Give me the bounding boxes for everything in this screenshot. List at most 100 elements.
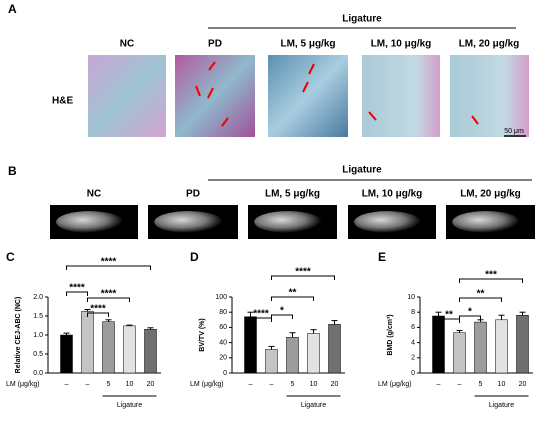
error-bar xyxy=(147,327,154,330)
panel-letter: D xyxy=(190,250,199,264)
histology-image xyxy=(268,55,348,137)
histology-image xyxy=(362,55,440,137)
x-tick-label: 10 xyxy=(310,381,318,388)
histology-image xyxy=(175,55,255,137)
y-tick-label: 0.0 xyxy=(33,370,43,377)
column-label: LM, 20 μg/kg xyxy=(460,189,521,200)
x-tick-label: 20 xyxy=(519,381,527,388)
significance-bracket xyxy=(66,265,151,270)
group-label: Ligature xyxy=(301,402,326,409)
bar xyxy=(60,334,73,374)
x-tick-label: 5 xyxy=(479,381,483,388)
significance-bracket xyxy=(438,318,460,323)
column-label: NC xyxy=(120,39,134,50)
error-bar xyxy=(310,329,317,334)
histology-image xyxy=(88,55,166,137)
column-label: LM, 5 μg/kg xyxy=(280,39,335,50)
significance-label: *** xyxy=(485,270,497,281)
x-tick-label: 5 xyxy=(291,381,295,388)
bar xyxy=(265,349,278,374)
significance-label: * xyxy=(468,307,472,318)
y-tick-label: 0 xyxy=(223,370,227,377)
x-row-label: LM (μg/kg) xyxy=(378,381,412,388)
y-tick-label: 1.5 xyxy=(33,313,43,320)
error-bar xyxy=(84,309,91,312)
group-label: Ligature xyxy=(489,402,514,409)
error-bar xyxy=(268,345,275,350)
x-tick-label: 10 xyxy=(126,381,134,388)
significance-label: * xyxy=(280,306,284,317)
x-row-label: LM (μg/kg) xyxy=(6,381,40,388)
panel-letter: B xyxy=(8,164,17,178)
significance-bracket xyxy=(87,297,130,302)
error-bar xyxy=(456,329,463,333)
bar xyxy=(307,333,320,374)
bar xyxy=(286,337,299,374)
column-label: LM, 10 μg/kg xyxy=(362,189,423,200)
x-tick-label: 10 xyxy=(498,381,506,388)
group-label: Ligature xyxy=(342,165,382,176)
y-tick-label: 100 xyxy=(215,294,227,301)
bar xyxy=(144,329,157,374)
row-label: H&E xyxy=(52,96,73,107)
histology-image xyxy=(450,55,529,137)
significance-bracket xyxy=(271,296,314,301)
x-tick-label: – xyxy=(437,381,441,388)
bar xyxy=(453,332,466,374)
significance-bracket xyxy=(459,315,481,320)
error-bar xyxy=(519,311,526,316)
microct-jaw xyxy=(452,211,520,233)
bar xyxy=(81,311,94,374)
error-bar xyxy=(63,332,70,335)
y-tick-label: 6 xyxy=(411,324,415,331)
x-tick-label: 20 xyxy=(331,381,339,388)
microct-jaw xyxy=(254,211,322,233)
y-tick-label: 2 xyxy=(411,355,415,362)
significance-label: **** xyxy=(295,267,311,278)
panel-a: A Ligature H&E 50 μm xyxy=(8,2,529,137)
panel-letter: C xyxy=(6,250,15,264)
significance-bracket xyxy=(271,275,335,280)
column-label: PD xyxy=(208,39,222,50)
y-axis-title: BMD (g/cm³) xyxy=(387,314,394,355)
bar xyxy=(474,321,487,374)
significance-label: **** xyxy=(69,283,85,294)
significance-bracket xyxy=(250,317,272,322)
bar xyxy=(328,324,341,374)
scale-bar-label: 50 μm xyxy=(504,128,524,135)
significance-label: **** xyxy=(253,309,269,320)
x-tick-label: – xyxy=(458,381,462,388)
group-label: Ligature xyxy=(117,402,142,409)
bar xyxy=(516,314,529,374)
significance-bracket xyxy=(459,278,523,283)
bar xyxy=(432,315,445,374)
column-label: LM, 5 μg/kg xyxy=(265,189,320,200)
y-tick-label: 60 xyxy=(219,324,227,331)
microct-jaw xyxy=(154,211,223,233)
microct-jaw xyxy=(354,211,422,233)
y-tick-label: 80 xyxy=(219,309,227,316)
significance-label: ** xyxy=(477,289,485,300)
panel-letter: E xyxy=(378,250,386,264)
column-label: LM, 10 μg/kg xyxy=(371,39,432,50)
y-tick-label: 0 xyxy=(411,370,415,377)
error-bar xyxy=(126,324,133,326)
x-row-label: LM (μg/kg) xyxy=(190,381,224,388)
y-tick-label: 20 xyxy=(219,355,227,362)
significance-bracket xyxy=(271,314,293,319)
x-tick-label: – xyxy=(249,381,253,388)
significance-label: ** xyxy=(445,310,453,321)
column-label: PD xyxy=(186,189,200,200)
significance-label: ** xyxy=(289,288,297,299)
x-tick-label: 20 xyxy=(147,381,155,388)
significance-bracket xyxy=(66,291,88,296)
bar xyxy=(244,316,257,374)
bar xyxy=(102,321,115,374)
x-tick-label: 5 xyxy=(107,381,111,388)
significance-bracket xyxy=(87,312,109,317)
y-tick-label: 2.0 xyxy=(33,294,43,301)
significance-label: **** xyxy=(101,289,117,300)
y-tick-label: 4 xyxy=(411,339,415,346)
